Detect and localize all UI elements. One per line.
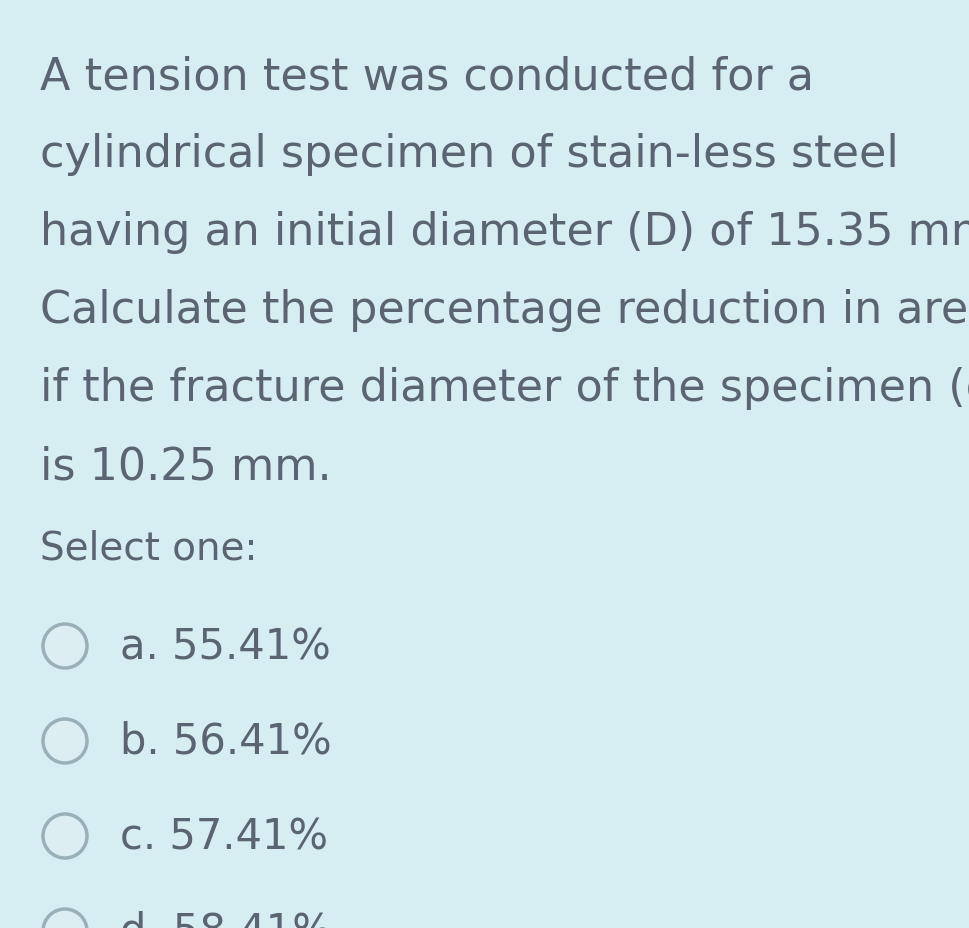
Text: cylindrical specimen of stain-less steel: cylindrical specimen of stain-less steel	[40, 133, 899, 175]
Circle shape	[43, 719, 87, 763]
Text: is 10.25 mm.: is 10.25 mm.	[40, 445, 331, 487]
Text: A tension test was conducted for a: A tension test was conducted for a	[40, 55, 814, 97]
Text: if the fracture diameter of the specimen (d): if the fracture diameter of the specimen…	[40, 367, 969, 409]
Text: a. 55.41%: a. 55.41%	[120, 625, 330, 667]
Circle shape	[43, 909, 87, 928]
Text: Select one:: Select one:	[40, 530, 258, 567]
Text: c. 57.41%: c. 57.41%	[120, 815, 328, 857]
Circle shape	[43, 625, 87, 668]
Text: Calculate the percentage reduction in area: Calculate the percentage reduction in ar…	[40, 289, 969, 331]
Text: b. 56.41%: b. 56.41%	[120, 720, 331, 762]
Text: d. 58.41%: d. 58.41%	[120, 910, 331, 928]
Circle shape	[43, 814, 87, 858]
Text: having an initial diameter (D) of 15.35 mm.: having an initial diameter (D) of 15.35 …	[40, 211, 969, 253]
